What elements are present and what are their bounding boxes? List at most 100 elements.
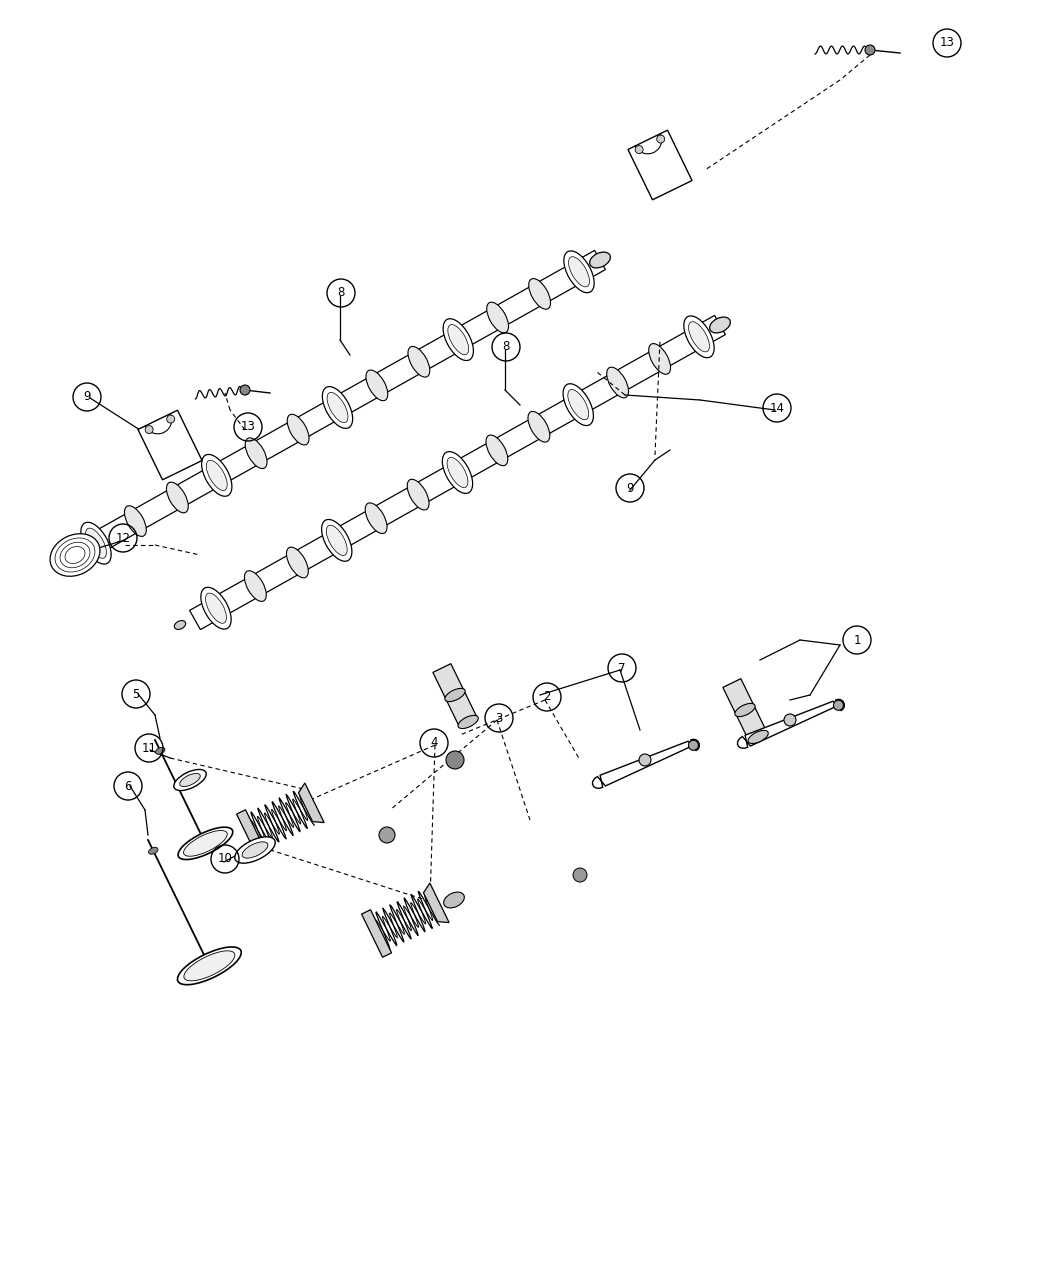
Ellipse shape: [487, 302, 508, 333]
Ellipse shape: [458, 715, 479, 728]
Ellipse shape: [206, 460, 227, 491]
Polygon shape: [190, 315, 726, 630]
Ellipse shape: [590, 252, 610, 268]
Ellipse shape: [327, 525, 348, 556]
Circle shape: [635, 145, 644, 153]
Circle shape: [240, 385, 250, 395]
Circle shape: [865, 45, 875, 55]
Polygon shape: [138, 411, 202, 479]
Polygon shape: [628, 130, 692, 200]
Ellipse shape: [85, 528, 106, 558]
Ellipse shape: [55, 538, 94, 572]
Ellipse shape: [206, 593, 227, 623]
Text: 1: 1: [854, 634, 861, 646]
Ellipse shape: [174, 769, 206, 790]
Polygon shape: [592, 740, 699, 788]
Text: 2: 2: [543, 691, 551, 704]
Ellipse shape: [442, 451, 473, 493]
Text: 8: 8: [502, 340, 509, 353]
Ellipse shape: [201, 588, 231, 629]
Polygon shape: [298, 783, 324, 822]
Ellipse shape: [246, 437, 267, 469]
Ellipse shape: [649, 343, 671, 375]
Text: 13: 13: [940, 37, 954, 50]
Text: 14: 14: [770, 402, 784, 414]
Ellipse shape: [245, 571, 267, 602]
Ellipse shape: [486, 435, 508, 465]
Ellipse shape: [178, 827, 233, 859]
Ellipse shape: [60, 542, 90, 567]
Circle shape: [689, 741, 698, 750]
Ellipse shape: [735, 704, 755, 717]
Polygon shape: [433, 664, 477, 727]
Ellipse shape: [321, 519, 352, 561]
Circle shape: [656, 135, 665, 143]
Polygon shape: [361, 910, 392, 958]
Ellipse shape: [365, 502, 387, 533]
Ellipse shape: [684, 316, 714, 358]
Ellipse shape: [235, 836, 275, 863]
Text: 4: 4: [430, 737, 438, 750]
Text: 8: 8: [337, 287, 344, 300]
Ellipse shape: [184, 830, 227, 857]
Ellipse shape: [202, 454, 232, 496]
Ellipse shape: [184, 951, 235, 980]
Ellipse shape: [322, 386, 353, 428]
Polygon shape: [236, 810, 267, 857]
Ellipse shape: [50, 534, 100, 576]
Ellipse shape: [568, 390, 589, 419]
Polygon shape: [69, 250, 606, 565]
Ellipse shape: [174, 621, 186, 630]
Ellipse shape: [407, 479, 429, 510]
Ellipse shape: [155, 747, 165, 755]
Ellipse shape: [366, 370, 387, 400]
Polygon shape: [423, 884, 449, 923]
Text: 13: 13: [240, 421, 255, 434]
Ellipse shape: [710, 317, 731, 333]
Ellipse shape: [528, 412, 550, 442]
Ellipse shape: [568, 256, 589, 287]
Ellipse shape: [149, 848, 158, 854]
Ellipse shape: [443, 319, 474, 361]
Ellipse shape: [689, 321, 710, 352]
Ellipse shape: [287, 547, 309, 578]
Ellipse shape: [564, 251, 594, 293]
Ellipse shape: [288, 414, 309, 445]
Text: 5: 5: [132, 687, 140, 700]
Polygon shape: [737, 699, 844, 748]
Circle shape: [446, 751, 464, 769]
Ellipse shape: [445, 688, 465, 701]
Ellipse shape: [447, 325, 468, 354]
Text: 3: 3: [496, 711, 503, 724]
Polygon shape: [722, 678, 768, 741]
Ellipse shape: [444, 892, 464, 908]
Circle shape: [784, 714, 796, 725]
Text: 9: 9: [83, 390, 90, 403]
Ellipse shape: [243, 842, 268, 858]
Circle shape: [834, 700, 843, 710]
Text: 6: 6: [124, 779, 131, 793]
Ellipse shape: [447, 458, 468, 487]
Ellipse shape: [167, 482, 188, 513]
Ellipse shape: [408, 347, 429, 377]
Text: 12: 12: [116, 532, 130, 544]
Text: 9: 9: [626, 482, 634, 495]
Ellipse shape: [180, 774, 201, 787]
Ellipse shape: [177, 947, 242, 984]
Text: 11: 11: [142, 742, 156, 755]
Ellipse shape: [327, 393, 348, 422]
Ellipse shape: [125, 506, 146, 537]
Circle shape: [145, 426, 153, 434]
Text: 7: 7: [618, 662, 626, 674]
Ellipse shape: [607, 367, 629, 398]
Circle shape: [167, 416, 174, 423]
Ellipse shape: [563, 384, 593, 426]
Circle shape: [639, 754, 651, 766]
Ellipse shape: [748, 731, 769, 743]
Ellipse shape: [65, 547, 85, 564]
Ellipse shape: [81, 523, 111, 564]
Circle shape: [379, 827, 395, 843]
Circle shape: [573, 868, 587, 882]
Ellipse shape: [529, 278, 550, 310]
Text: 10: 10: [217, 853, 232, 866]
